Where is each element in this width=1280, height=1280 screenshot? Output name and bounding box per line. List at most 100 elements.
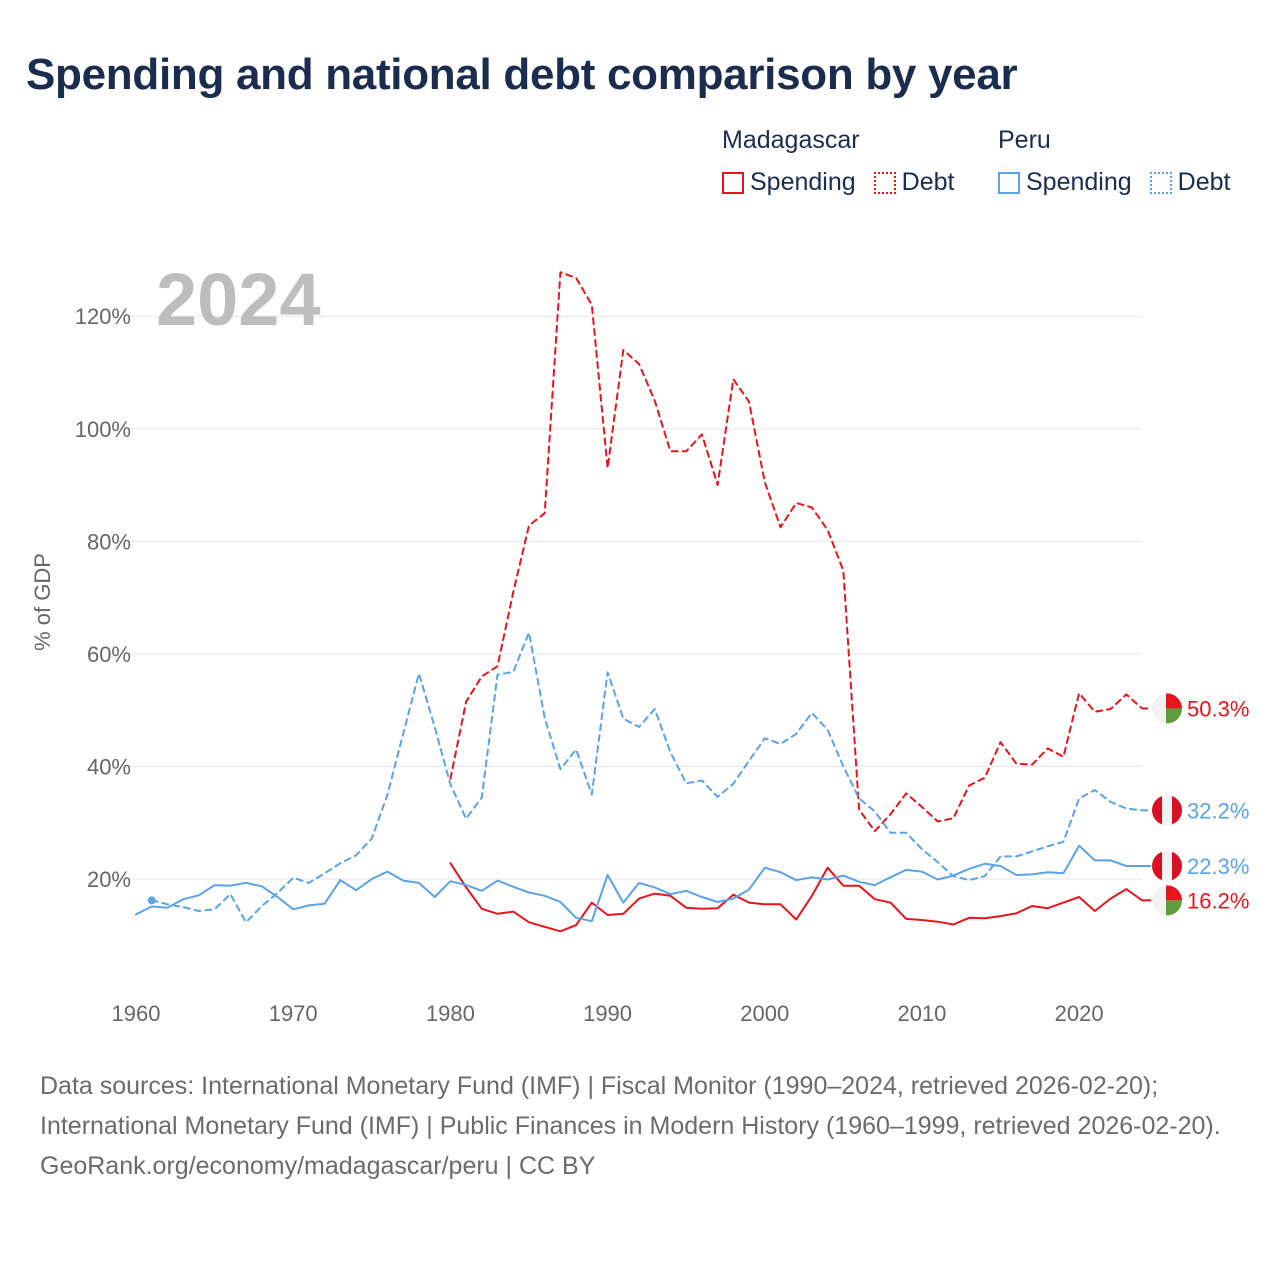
y-tick-label: 60% bbox=[87, 642, 131, 667]
data-point bbox=[1047, 871, 1049, 873]
data-point bbox=[921, 806, 923, 808]
data-point bbox=[905, 832, 907, 834]
data-point bbox=[371, 837, 373, 839]
data-point bbox=[811, 895, 813, 897]
data-point bbox=[606, 671, 608, 673]
data-point bbox=[606, 874, 608, 876]
data-point bbox=[874, 830, 876, 832]
data-point bbox=[764, 737, 766, 739]
data-point bbox=[481, 890, 483, 892]
x-tick-label: 2020 bbox=[1055, 1001, 1104, 1026]
data-point bbox=[1031, 905, 1033, 907]
data-point bbox=[528, 921, 530, 923]
data-point bbox=[858, 881, 860, 883]
data-point bbox=[386, 793, 388, 795]
madagascar-flag-icon bbox=[1152, 693, 1182, 724]
data-point bbox=[1125, 693, 1127, 695]
data-point bbox=[779, 743, 781, 745]
data-point bbox=[701, 896, 703, 898]
madagascar-flag-icon bbox=[1152, 885, 1182, 916]
data-point bbox=[1125, 888, 1127, 890]
data-point bbox=[764, 481, 766, 483]
data-point bbox=[716, 901, 718, 903]
series-line-peru-debt bbox=[150, 631, 1143, 924]
data-point bbox=[1062, 872, 1064, 874]
end-value-label: 32.2% bbox=[1187, 798, 1249, 823]
data-point bbox=[638, 726, 640, 728]
data-point bbox=[716, 796, 718, 798]
data-point bbox=[559, 901, 561, 903]
data-point bbox=[685, 890, 687, 892]
data-point bbox=[512, 910, 514, 912]
data-point bbox=[889, 901, 891, 903]
data-point bbox=[716, 484, 718, 486]
data-point bbox=[669, 893, 671, 895]
data-point bbox=[748, 760, 750, 762]
data-point bbox=[842, 874, 844, 876]
y-tick-label: 40% bbox=[87, 754, 131, 779]
data-point bbox=[937, 921, 939, 923]
data-point bbox=[968, 784, 970, 786]
data-point bbox=[622, 349, 624, 351]
data-point bbox=[842, 569, 844, 571]
data-point bbox=[999, 915, 1001, 917]
data-point bbox=[937, 861, 939, 863]
data-point bbox=[826, 729, 828, 731]
data-point bbox=[575, 924, 577, 926]
series-line-madagascar-spending bbox=[449, 862, 1143, 933]
data-point bbox=[528, 891, 530, 893]
data-point bbox=[716, 907, 718, 909]
data-point bbox=[701, 433, 703, 435]
data-point bbox=[999, 855, 1001, 857]
data-point bbox=[1015, 762, 1017, 764]
data-point bbox=[229, 885, 231, 887]
data-point bbox=[308, 882, 310, 884]
data-point bbox=[842, 765, 844, 767]
legend-peru-spending-label: Spending bbox=[1026, 168, 1132, 196]
data-sources: Data sources: International Monetary Fun… bbox=[40, 1072, 1221, 1140]
data-point bbox=[496, 879, 498, 881]
data-point bbox=[842, 885, 844, 887]
peru-flag-icon bbox=[1152, 851, 1182, 882]
data-point bbox=[638, 897, 640, 899]
data-point bbox=[418, 882, 420, 884]
data-point bbox=[984, 863, 986, 865]
data-point bbox=[952, 817, 954, 819]
data-point bbox=[544, 717, 546, 719]
data-point bbox=[292, 908, 294, 910]
data-point bbox=[826, 878, 828, 880]
data-point bbox=[591, 304, 593, 306]
legend-peru-spending[interactable]: Spending bbox=[998, 168, 1132, 197]
data-point bbox=[638, 882, 640, 884]
data-point bbox=[811, 876, 813, 878]
data-point bbox=[575, 748, 577, 750]
legend-peru-debt[interactable]: Debt bbox=[1149, 168, 1230, 197]
data-point bbox=[984, 777, 986, 779]
data-point bbox=[135, 913, 137, 915]
legend-peru-name: Peru bbox=[998, 126, 1051, 154]
data-point bbox=[669, 751, 671, 753]
data-point bbox=[732, 894, 734, 896]
data-point bbox=[559, 271, 561, 273]
legend-madagascar-spending[interactable]: Spending bbox=[722, 168, 856, 197]
data-point bbox=[764, 867, 766, 869]
data-point bbox=[339, 879, 341, 881]
data-point bbox=[245, 882, 247, 884]
data-point bbox=[732, 783, 734, 785]
data-point bbox=[1109, 897, 1111, 899]
data-point bbox=[701, 779, 703, 781]
data-point bbox=[1094, 859, 1096, 861]
data-point bbox=[544, 926, 546, 928]
data-point bbox=[1094, 910, 1096, 912]
data-point bbox=[968, 879, 970, 881]
data-point bbox=[292, 877, 294, 879]
data-point bbox=[402, 879, 404, 881]
credit-link[interactable]: GeoRank.org/economy/madagascar/peru | CC… bbox=[40, 1152, 596, 1180]
legend-madagascar-name: Madagascar bbox=[722, 126, 860, 154]
data-point bbox=[732, 897, 734, 899]
y-tick-label: 100% bbox=[75, 417, 131, 442]
legend-madagascar-debt[interactable]: Debt bbox=[873, 168, 954, 197]
data-point bbox=[575, 917, 577, 919]
data-point bbox=[795, 879, 797, 881]
data-point bbox=[261, 885, 263, 887]
